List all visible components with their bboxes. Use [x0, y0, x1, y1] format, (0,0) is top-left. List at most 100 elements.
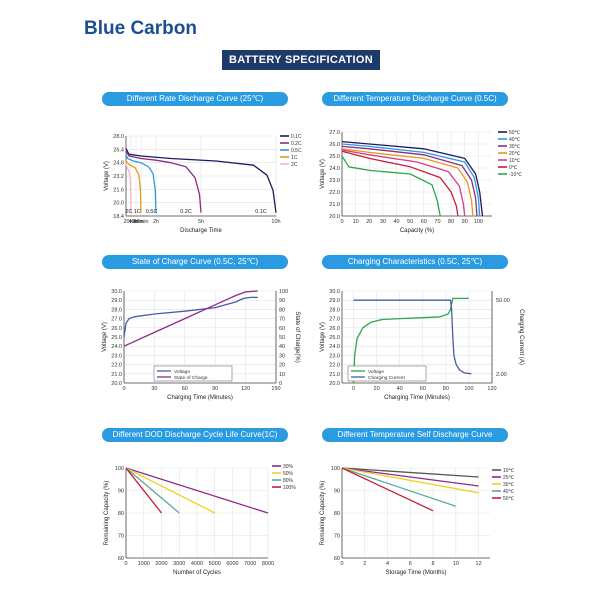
- legend-label: 30℃: [503, 482, 515, 488]
- chart-panel-dod-cycle-life: Different DOD Discharge Cycle Life Curve…: [90, 428, 330, 576]
- series-line: [341, 149, 466, 217]
- y-tick-label: 21.0: [111, 372, 122, 378]
- y-tick-label: 26.0: [329, 142, 340, 148]
- x-tick-label: 10: [353, 219, 359, 225]
- y-tick-label: 27.0: [111, 317, 122, 323]
- x-tick-label: 30: [380, 219, 386, 225]
- y-tick-label: 26.0: [329, 326, 340, 332]
- legend-label: 80%: [283, 478, 294, 484]
- series-line: [125, 150, 202, 213]
- chart-panel-rate-discharge: Different Rate Discharge Curve (25℃) 18.…: [90, 92, 330, 234]
- legend-label: 40℃: [509, 137, 521, 143]
- y-tick-label: 24.8: [113, 161, 124, 167]
- series-line: [341, 467, 479, 494]
- series-line: [125, 154, 157, 213]
- x-tick-label: 80: [443, 386, 449, 392]
- x-tick-label: 2000: [155, 561, 167, 567]
- chart-temperature-discharge: 20.0 21.0 22.0 23.0 24.0 25.0 26.0 27.0 0 10 20 30 4…: [320, 130, 522, 234]
- x-tick-label: 4: [386, 561, 389, 567]
- x-tick-label: 0: [340, 561, 343, 567]
- legend-box: [347, 365, 427, 382]
- y-tick-label: 21.6: [113, 187, 124, 193]
- y-tick-label: 90: [118, 489, 124, 495]
- chart-state-of-charge: 20.0 21.0 22.0 23.0 24.0 25.0 26.0 27.0 28.0 29.0…: [102, 289, 300, 401]
- x-tick-label: 150: [271, 386, 280, 392]
- x-tick-label: 3000: [173, 561, 185, 567]
- x-tick-label: 10: [453, 561, 459, 567]
- legend-label: 50℃: [503, 496, 515, 502]
- y-tick-label: 30.0: [111, 289, 122, 295]
- series-line: [341, 140, 484, 217]
- x-tick-label: 50: [407, 219, 413, 225]
- y-tick-label: 24.0: [111, 344, 122, 350]
- y-tick-label: 20.0: [329, 214, 340, 220]
- x-tick-label: 100: [464, 386, 473, 392]
- chart-title: Different Temperature Discharge Curve (0…: [322, 92, 508, 106]
- series-line: [341, 145, 478, 217]
- y-tick-label: 60: [334, 556, 340, 562]
- x-tick-label: 2: [363, 561, 366, 567]
- y-tick-label: 28.0: [111, 307, 122, 313]
- legend-label: 0.2C: [291, 141, 302, 147]
- y-axis-label: Remaining Capacity (%): [104, 481, 110, 546]
- x-tick-label: 10h: [271, 219, 280, 225]
- x-tick-label: 60: [421, 219, 427, 225]
- curve-annotation: 2C: [125, 209, 132, 215]
- legend-label: 0℃: [509, 165, 518, 171]
- x-tick-label: 12: [476, 561, 482, 567]
- y2-tick-label: 100: [279, 289, 288, 295]
- series-line: [123, 296, 258, 338]
- legend-label: Voltage: [368, 369, 384, 375]
- x-tick-label: 6: [409, 561, 412, 567]
- y-tick-label: 20.0: [111, 381, 122, 387]
- y2-tick-label: 60: [279, 326, 285, 332]
- series-line: [123, 290, 258, 347]
- y2-tick-label: 10: [279, 372, 285, 378]
- legend-label: 10℃: [509, 158, 521, 164]
- y-tick-label: 30.0: [329, 289, 340, 295]
- y-tick-label: 26.0: [111, 326, 122, 332]
- y-tick-label: 80: [334, 511, 340, 517]
- series-line: [125, 162, 132, 213]
- legend-label: 50%: [283, 471, 294, 477]
- y-tick-label: 23.0: [329, 353, 340, 359]
- series-line: [341, 467, 479, 478]
- y-tick-label: 23.0: [111, 353, 122, 359]
- y-axis-label: Remaining Capacity (%): [320, 481, 326, 546]
- x-tick-label: 8: [432, 561, 435, 567]
- legend-label: 1C: [291, 155, 298, 161]
- legend-label: 0.5C: [291, 148, 302, 154]
- series-line: [341, 155, 441, 217]
- y-tick-label: 26.4: [113, 147, 124, 153]
- y-tick-label: 22.0: [111, 363, 122, 369]
- x-tick-label: 2h: [153, 219, 159, 225]
- x-axis-label: Number of Cycles: [173, 570, 221, 576]
- series-line: [341, 148, 474, 217]
- y2-axis-label: State of Charge(%): [294, 311, 300, 362]
- y-tick-label: 90: [334, 489, 340, 495]
- y2-tick-label: 20: [279, 363, 285, 369]
- chart-panel-charging-characteristics: Charging Characteristics (0.5C, 25℃) 20.…: [310, 255, 550, 401]
- series-line: [125, 467, 163, 514]
- x-tick-label: 90: [212, 386, 218, 392]
- x-tick-label: 20: [366, 219, 372, 225]
- y-tick-label: 70: [334, 534, 340, 540]
- y2-tick-label: 50: [279, 335, 285, 341]
- x-tick-label: 0: [340, 219, 343, 225]
- legend-label: Charging Current: [368, 375, 405, 381]
- y2-axis-label: Charging Current (A): [518, 309, 524, 365]
- y-tick-label: 25.0: [329, 335, 340, 341]
- y-axis-label: Voltage (V): [104, 161, 110, 191]
- y-axis-label: Voltage (V): [320, 322, 326, 352]
- x-tick-label: 20min: [123, 219, 138, 225]
- x-tick-label: 0: [122, 386, 125, 392]
- chart-title: Different Rate Discharge Curve (25℃): [102, 92, 288, 106]
- legend-label: Voltage: [174, 369, 190, 375]
- x-tick-label: 5h: [198, 219, 204, 225]
- series-line: [341, 150, 459, 217]
- chart-title: Different Temperature Self Discharge Cur…: [322, 428, 508, 442]
- y-tick-label: 20.0: [329, 381, 340, 387]
- series-line: [125, 148, 277, 213]
- chart-title: State of Charge Curve (0.5C, 25℃): [102, 255, 288, 269]
- legend-label: State of Charge: [174, 375, 208, 381]
